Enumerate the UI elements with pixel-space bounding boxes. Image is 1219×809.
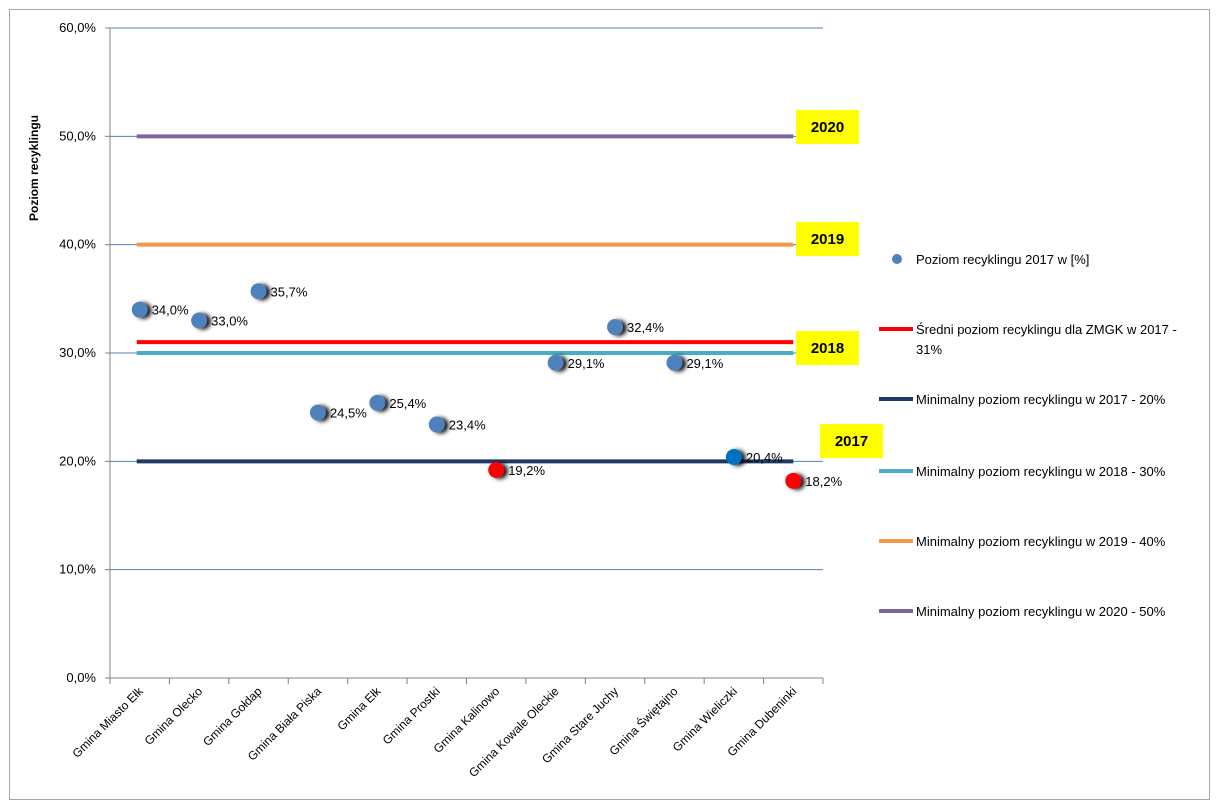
data-label: 33,0% — [211, 314, 248, 329]
y-tick-label: 60,0% — [59, 20, 96, 35]
data-label: 29,1% — [568, 356, 605, 371]
legend-label: Minimalny poziom recyklingu w 2020 - 50% — [916, 604, 1166, 619]
data-label: 29,1% — [686, 356, 723, 371]
y-tick-label: 50,0% — [59, 128, 96, 143]
data-point — [488, 462, 505, 478]
data-points: 34,0% 33,0% 35,7% 24,5% 25,4% 23,4% 19,2% 29,1%… — [131, 283, 843, 489]
legend-label: Średni poziom recyklingu dla ZMGK w 2017… — [916, 322, 1177, 357]
legend-marker — [892, 254, 902, 264]
y-tick-label: 40,0% — [59, 237, 96, 252]
data-point — [785, 472, 802, 489]
data-label: 19,2% — [508, 463, 545, 478]
data-label: 24,5% — [330, 406, 367, 421]
legend-label: Minimalny poziom recyklingu w 2018 - 30% — [916, 464, 1166, 479]
year-label: 2020 — [811, 119, 844, 136]
data-point — [725, 449, 742, 465]
gridlines — [110, 27, 823, 571]
data-point — [191, 312, 208, 329]
x-category-label: Gmina Prostki — [380, 684, 443, 747]
data-point — [250, 283, 267, 300]
year-labels: 2017 2018 2019 2020 — [796, 110, 883, 458]
year-label: 2018 — [811, 340, 844, 357]
y-tick-label: 0,0% — [66, 670, 96, 685]
data-point — [131, 301, 148, 318]
x-category-label: Gmina Miasto Ełk — [69, 684, 146, 761]
data-point — [369, 394, 386, 411]
data-label: 25,4% — [389, 396, 426, 411]
legend-label: Minimalny poziom recyklingu w 2017 - 20% — [916, 392, 1166, 407]
y-tick-label: 20,0% — [59, 453, 96, 468]
data-point — [607, 319, 624, 335]
reference-lines — [136, 134, 794, 464]
year-label-box — [796, 331, 859, 365]
data-label: 32,4% — [627, 320, 664, 335]
year-label-box — [820, 424, 883, 458]
data-point — [428, 416, 445, 433]
data-label: 34,0% — [152, 303, 189, 318]
data-point — [666, 354, 683, 371]
year-label: 2017 — [835, 433, 868, 450]
y-tick-label: 30,0% — [59, 345, 96, 360]
legend: Poziom recyklingu 2017 w [%] Średni pozio… — [879, 252, 1177, 619]
y-tick-label: 10,0% — [59, 562, 96, 577]
data-point — [547, 354, 564, 371]
year-label-box — [796, 222, 859, 256]
data-label: 20,4% — [746, 450, 783, 465]
x-category-label: Gmina Olecko — [142, 684, 206, 748]
data-label: 35,7% — [271, 284, 308, 299]
data-label: 23,4% — [449, 418, 486, 433]
legend-label: Minimalny poziom recyklingu w 2019 - 40% — [916, 534, 1166, 549]
x-category-label: Gmina Ełk — [334, 684, 384, 734]
y-axis-title: Poziom recyklingu — [27, 115, 41, 221]
x-category-label: Gmina Gołdap — [200, 684, 265, 749]
year-label-box — [796, 110, 859, 144]
data-point — [309, 404, 326, 421]
legend-label: Poziom recyklingu 2017 w [%] — [916, 252, 1089, 267]
data-label: 18,2% — [805, 474, 842, 489]
chart-frame — [9, 9, 1210, 800]
year-label: 2019 — [811, 231, 844, 248]
